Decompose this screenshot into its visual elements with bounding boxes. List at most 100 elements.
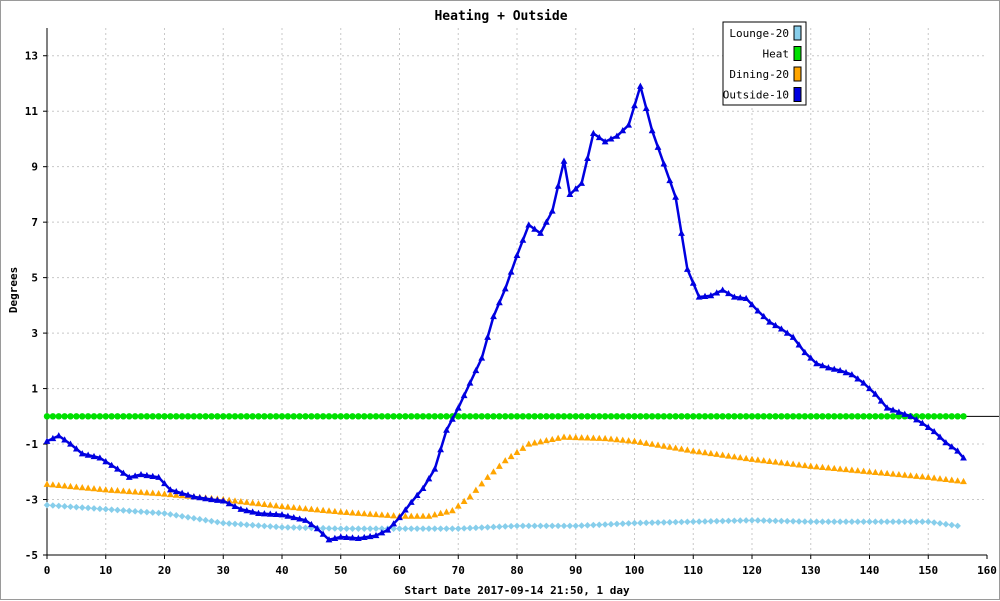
data-point (531, 439, 539, 446)
data-point (795, 413, 803, 420)
data-point (267, 413, 274, 420)
data-point (325, 525, 333, 532)
data-point (43, 437, 51, 444)
data-point (713, 450, 721, 457)
x-tick-label: 30 (217, 564, 230, 577)
data-point (596, 413, 603, 420)
data-point (413, 512, 421, 519)
data-point (960, 477, 967, 485)
data-point (625, 520, 632, 527)
data-point (848, 413, 856, 420)
data-point (695, 448, 703, 455)
data-point (748, 517, 756, 524)
data-point (449, 525, 456, 532)
data-point (108, 486, 116, 493)
data-point (390, 512, 398, 519)
data-point (730, 453, 738, 460)
data-point (149, 472, 157, 480)
data-point (625, 437, 633, 444)
data-point (114, 487, 121, 494)
data-point (78, 483, 86, 491)
data-point (883, 469, 891, 477)
data-point (560, 522, 568, 530)
data-point (754, 517, 762, 524)
data-point (572, 413, 579, 420)
data-point (789, 333, 797, 340)
data-point (636, 82, 644, 89)
data-point (760, 312, 768, 320)
data-point (748, 455, 756, 462)
data-point (777, 325, 785, 332)
data-point (584, 413, 591, 420)
data-point (220, 413, 227, 420)
grid (47, 28, 987, 555)
data-point (507, 268, 515, 275)
data-point (437, 446, 445, 453)
data-point (43, 480, 51, 487)
data-point (572, 522, 580, 530)
data-point (948, 521, 956, 529)
series-dining-20 (43, 433, 967, 519)
data-point (877, 518, 885, 526)
data-point (443, 525, 450, 532)
data-point (355, 525, 362, 532)
data-point (589, 129, 597, 136)
data-point (701, 292, 709, 299)
data-point (331, 525, 339, 532)
data-point (307, 520, 315, 528)
data-point (542, 218, 550, 225)
x-tick-label: 50 (334, 564, 347, 577)
data-point (184, 491, 192, 498)
data-point (889, 406, 897, 413)
data-point (719, 286, 727, 293)
data-point (672, 193, 680, 200)
legend-swatch (793, 46, 802, 61)
data-point (90, 413, 98, 420)
data-point (343, 533, 351, 541)
data-point (648, 127, 656, 134)
data-point (495, 462, 503, 469)
data-point (936, 433, 944, 440)
data-point (872, 413, 879, 420)
x-tick-label: 10 (99, 564, 112, 577)
data-point (654, 143, 662, 150)
data-point (795, 518, 803, 525)
data-point (631, 519, 638, 527)
y-tick-label: -1 (25, 438, 39, 451)
data-point (942, 439, 950, 446)
data-point (848, 518, 856, 526)
data-point (590, 413, 597, 420)
data-point (90, 485, 98, 492)
data-point (883, 404, 891, 411)
data-point (208, 517, 215, 525)
data-point (178, 413, 186, 420)
legend-label: Dining-20 (729, 68, 789, 81)
data-point (472, 413, 480, 420)
data-point (619, 436, 627, 443)
data-point (443, 426, 450, 433)
data-point (930, 427, 938, 435)
data-point (225, 496, 233, 503)
data-point (349, 525, 356, 532)
data-point (648, 519, 656, 526)
data-point (701, 449, 709, 456)
data-point (319, 506, 327, 513)
data-point (754, 413, 762, 420)
data-point (519, 413, 527, 420)
data-point (331, 507, 339, 515)
data-point (61, 436, 69, 443)
data-point (396, 513, 403, 521)
data-point (701, 518, 709, 525)
series-layer (43, 82, 967, 543)
data-point (161, 490, 168, 497)
data-point (325, 536, 333, 543)
data-point (954, 447, 962, 454)
data-point (454, 404, 462, 411)
data-point (537, 413, 544, 420)
data-point (631, 437, 638, 444)
data-point (660, 519, 668, 526)
data-point (854, 375, 862, 382)
data-point (742, 294, 750, 302)
data-point (260, 510, 268, 517)
